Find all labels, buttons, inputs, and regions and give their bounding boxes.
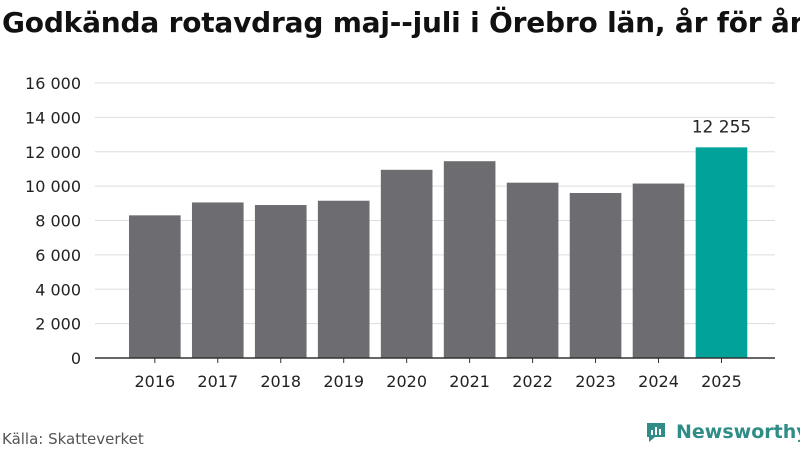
bar-2023 xyxy=(569,193,622,358)
x-tick-label: 2025 xyxy=(701,372,742,391)
x-axis-tick-labels: 2016 2017 2018 2019 2020 2021 2022 2023 2024 2025 xyxy=(134,358,742,391)
bar-2016 xyxy=(129,215,181,358)
y-tick-label: 10 000 xyxy=(25,177,81,196)
y-tick-label: 12 000 xyxy=(25,143,81,162)
bar-2018 xyxy=(254,205,307,358)
x-tick-label: 2020 xyxy=(386,372,427,391)
bar-2025 xyxy=(695,147,748,358)
x-tick-label: 2023 xyxy=(575,372,616,391)
bar-2020 xyxy=(380,169,433,358)
bar-2022 xyxy=(506,182,559,358)
x-tick-label: 2019 xyxy=(323,372,364,391)
y-axis-tick-labels: 0 2 000 4 000 6 000 8 000 10 000 12 000 14 000 1… xyxy=(25,74,81,368)
y-tick-label: 8 000 xyxy=(35,212,81,231)
y-tick-label: 0 xyxy=(71,349,81,368)
chart-title: Godkända rotavdrag maj--juli i Örebro lä… xyxy=(2,6,800,39)
x-tick-label: 2018 xyxy=(260,372,301,391)
newsworthy-logo-icon xyxy=(647,423,665,442)
bar-2024 xyxy=(632,183,685,358)
brand-name: Newsworthy xyxy=(676,421,800,443)
y-tick-label: 16 000 xyxy=(25,74,81,93)
x-tick-label: 2016 xyxy=(134,372,175,391)
y-tick-label: 6 000 xyxy=(35,246,81,265)
brand-logo: Newsworthy xyxy=(644,420,800,444)
x-tick-label: 2021 xyxy=(449,372,490,391)
x-tick-label: 2017 xyxy=(197,372,238,391)
source-note: Källa: Skatteverket xyxy=(2,430,144,448)
x-tick-label: 2024 xyxy=(638,372,679,391)
bar-2019 xyxy=(317,200,370,358)
y-tick-label: 2 000 xyxy=(35,315,81,334)
bars xyxy=(129,147,748,358)
data-labels: 12 255 xyxy=(692,117,751,137)
y-tick-label: 14 000 xyxy=(25,108,81,127)
y-tick-label: 4 000 xyxy=(35,280,81,299)
data-label-2025: 12 255 xyxy=(692,117,751,137)
bar-2021 xyxy=(443,161,496,358)
x-tick-label: 2022 xyxy=(512,372,553,391)
bar-2017 xyxy=(191,202,244,358)
